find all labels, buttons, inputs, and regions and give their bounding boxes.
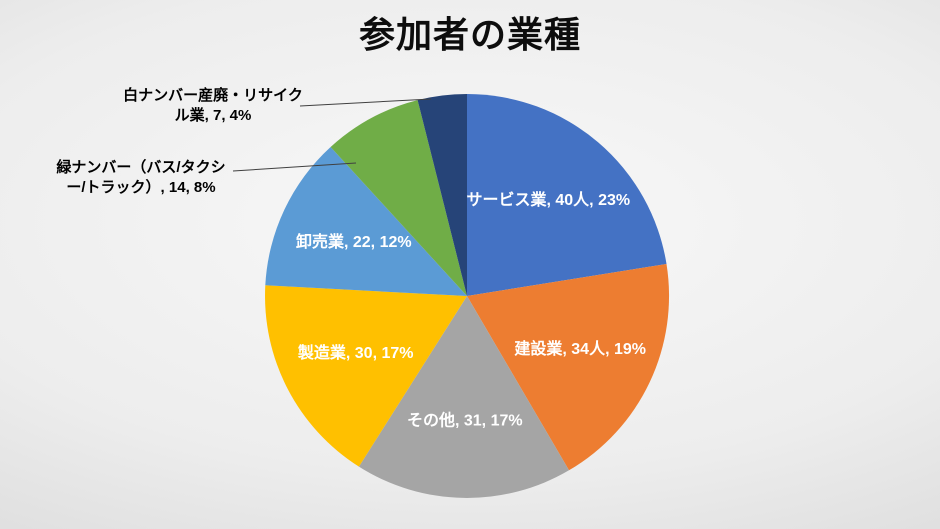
pie-slice-label-0: サービス業, 40人, 23% xyxy=(466,190,630,209)
pie-slice-label-4: 卸売業, 22, 12% xyxy=(296,232,412,251)
pie-slice-6 xyxy=(417,93,467,296)
chart-title: 参加者の業種 xyxy=(358,14,581,55)
callout-label-white-number-slice: 白ナンバー産廃・リサイクル業, 7, 4% xyxy=(123,87,303,125)
pie-slice-label-2: その他, 31, 17% xyxy=(407,411,523,430)
leader-line-green-number xyxy=(232,162,357,172)
pie-slice-2 xyxy=(358,296,569,498)
pie-slice-label-1: 建設業, 34人, 19% xyxy=(514,339,646,358)
pie-slice-4 xyxy=(265,147,467,296)
pie-slice-0 xyxy=(467,93,667,296)
leader-line-white-number xyxy=(299,98,432,107)
pie-slice-label-3: 製造業, 30, 17% xyxy=(297,343,414,362)
callout-label-green-number-slice: 緑ナンバー（バス/タクシー/トラック）, 14, 8% xyxy=(56,159,226,197)
pie-slice-5 xyxy=(330,100,467,296)
pie-slice-3 xyxy=(265,285,467,467)
pie-slice-1 xyxy=(467,264,670,471)
